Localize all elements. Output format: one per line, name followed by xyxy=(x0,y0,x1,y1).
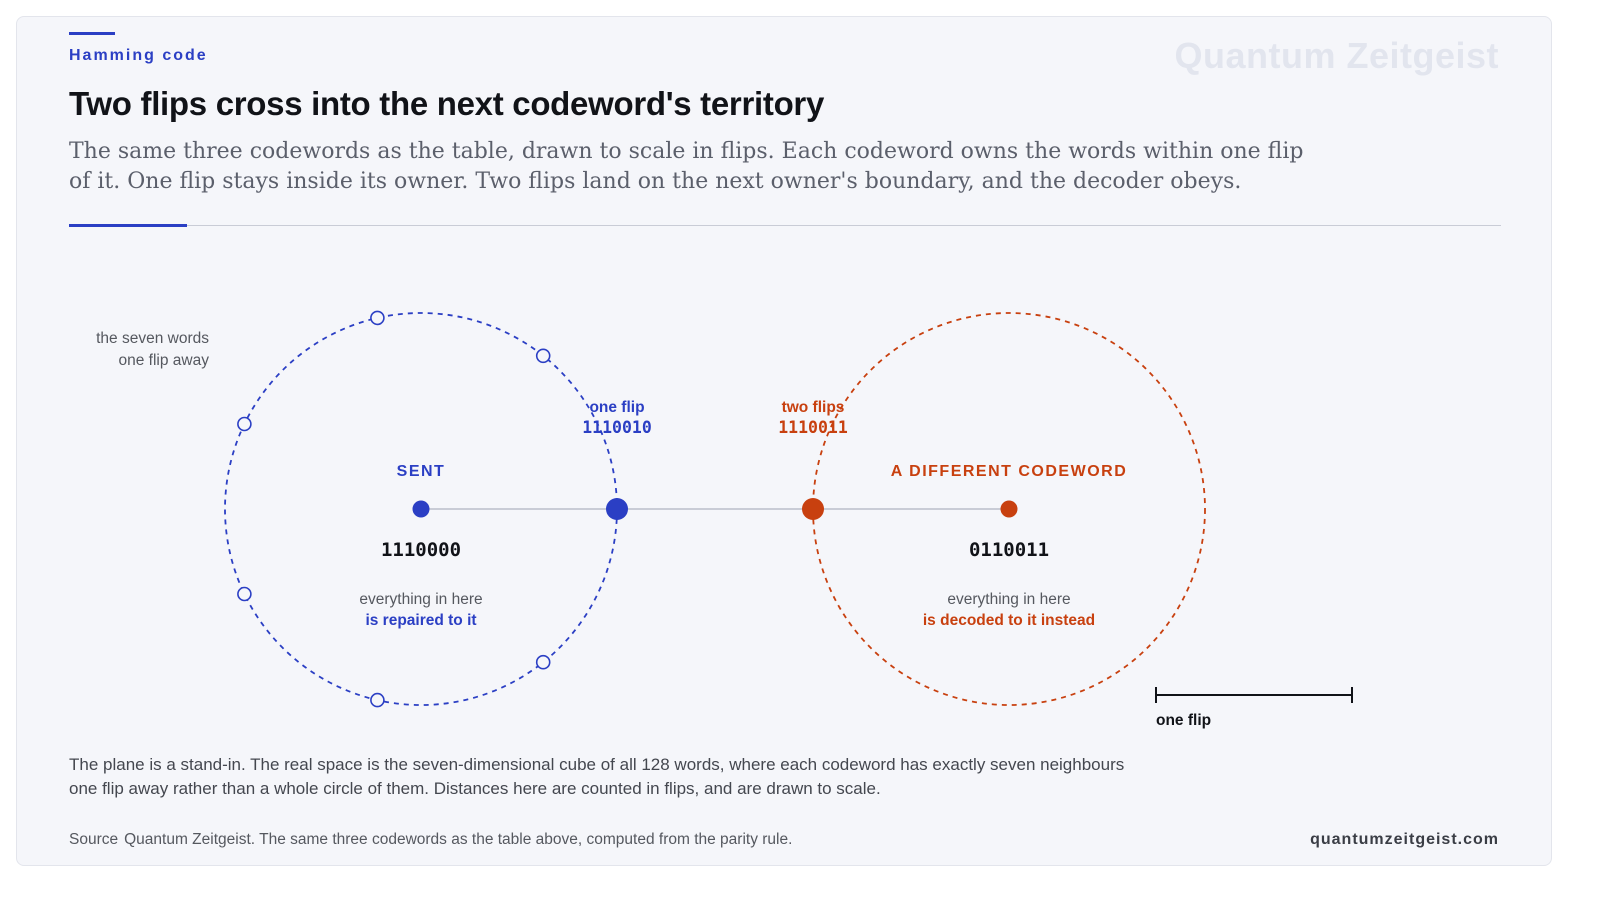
sent-label: SENT xyxy=(397,463,446,480)
page-subtitle: The same three codewords as the table, d… xyxy=(69,139,1304,194)
different-codeword-label: A DIFFERENT CODEWORD xyxy=(891,463,1128,480)
page-title: Two flips cross into the next codeword's… xyxy=(69,85,825,122)
footnote: The plane is a stand-in. The real space … xyxy=(69,755,1125,798)
one-flip-point xyxy=(606,498,628,520)
figure-card: Hamming code Quantum Zeitgeist Two flips… xyxy=(16,16,1552,866)
neighbor-word-marker xyxy=(370,692,385,708)
one-flip-code: 1110010 xyxy=(582,418,652,437)
two-flips-code: 1110011 xyxy=(778,418,848,437)
source-label: Source xyxy=(69,831,119,848)
scale-bar-label: one flip xyxy=(1156,712,1211,729)
site-domain: quantumzeitgeist.com xyxy=(1310,831,1499,848)
source-text: Quantum Zeitgeist. The same three codewo… xyxy=(124,831,793,848)
header-divider xyxy=(69,225,1501,226)
sent-caption-line2: is repaired to it xyxy=(365,612,476,629)
neighbor-word-marker xyxy=(535,654,551,670)
different-territory-circle xyxy=(812,312,1206,706)
two-flips-label: two flips xyxy=(782,399,845,416)
different-caption-line1: everything in here xyxy=(947,591,1070,608)
neighbor-word-marker xyxy=(237,416,252,432)
eyebrow-label: Hamming code xyxy=(69,47,208,64)
neighbors-label-line2: one flip away xyxy=(119,352,210,369)
one-flip-label: one flip xyxy=(589,399,644,416)
scale-bar: one flip xyxy=(1155,687,1353,729)
neighbor-word-marker xyxy=(370,310,385,326)
sent-codeword-point xyxy=(412,500,430,518)
neighbor-word-marker xyxy=(535,348,551,364)
brand-watermark: Quantum Zeitgeist xyxy=(1174,35,1499,76)
eyebrow-accent-bar xyxy=(69,32,115,35)
sent-code: 1110000 xyxy=(381,539,461,561)
sent-caption-line1: everything in here xyxy=(359,591,482,608)
source-line: Source Quantum Zeitgeist. The same three … xyxy=(69,831,792,849)
different-code: 0110011 xyxy=(969,539,1049,561)
one-flip-neighbors xyxy=(237,310,551,708)
neighbor-word-marker xyxy=(237,586,252,602)
neighbors-label-line1: the seven words xyxy=(96,330,209,347)
two-flips-point xyxy=(802,498,824,520)
different-codeword-point xyxy=(1000,500,1018,518)
header-divider-accent xyxy=(69,224,187,227)
different-caption-line2: is decoded to it instead xyxy=(923,612,1095,629)
